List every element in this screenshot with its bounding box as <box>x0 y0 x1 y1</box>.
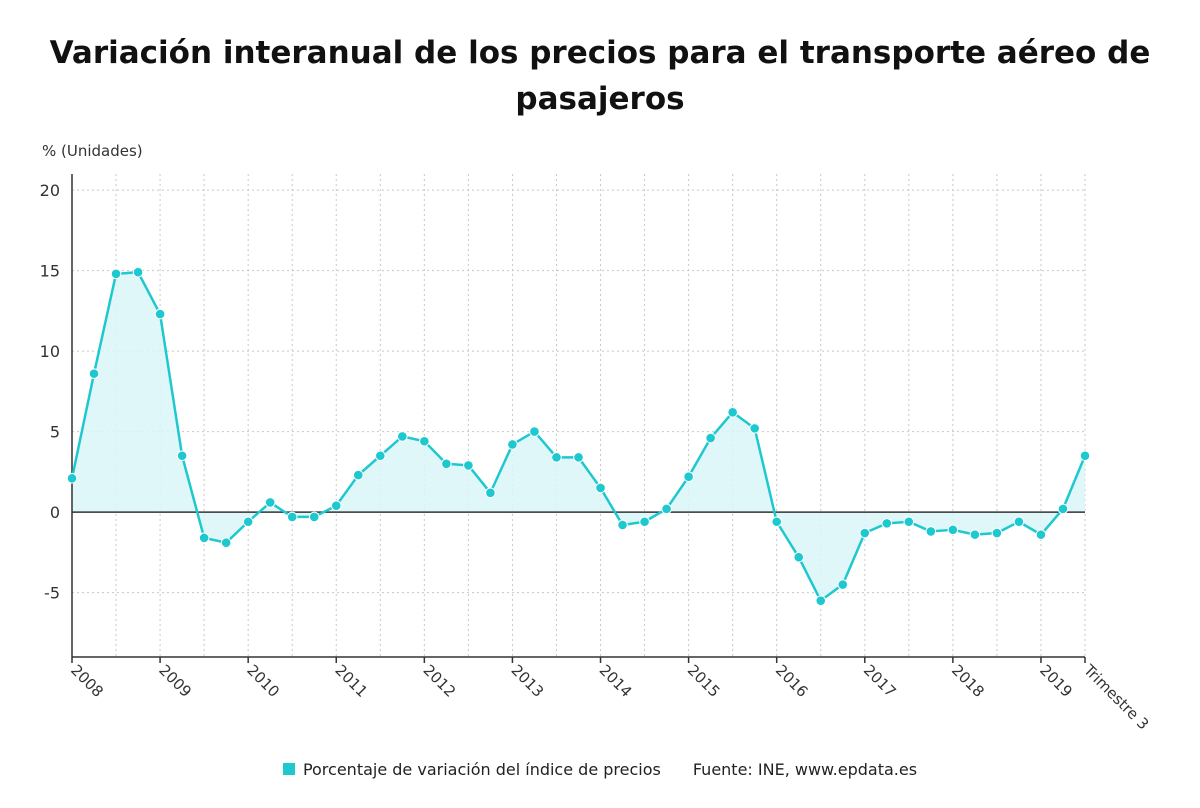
data-point <box>859 527 871 539</box>
data-point <box>683 471 694 482</box>
legend: Porcentaje de variación del índice de pr… <box>0 760 1200 779</box>
x-tick-label: 2010 <box>243 661 283 701</box>
data-point <box>441 458 452 470</box>
data-point <box>463 460 474 471</box>
x-tick-label: 2011 <box>331 661 371 701</box>
data-point <box>991 527 1003 539</box>
data-point <box>419 435 430 447</box>
data-point <box>749 423 760 434</box>
data-point <box>1035 529 1047 540</box>
data-point <box>88 368 100 379</box>
data-point <box>1057 503 1069 515</box>
data-point <box>110 268 122 280</box>
data-point <box>925 526 937 537</box>
data-point <box>727 406 738 418</box>
data-point <box>573 452 584 463</box>
data-point <box>242 516 254 528</box>
x-tick-label: Trimestre 3 <box>1079 660 1152 733</box>
y-tick-label: 0 <box>50 503 60 522</box>
x-tick-label: 2012 <box>420 661 460 701</box>
data-point <box>485 487 496 499</box>
data-point <box>198 532 210 544</box>
data-point <box>507 439 518 450</box>
x-tick-label: 2018 <box>948 661 988 701</box>
data-point <box>705 432 716 444</box>
data-point <box>793 551 805 563</box>
data-point <box>330 500 342 511</box>
data-point <box>1013 516 1025 528</box>
x-tick-label: 2014 <box>596 661 636 701</box>
data-point <box>771 516 782 528</box>
data-point <box>551 452 562 463</box>
data-point <box>264 497 276 508</box>
y-tick-label: 20 <box>40 181 60 200</box>
data-point <box>1079 450 1091 462</box>
data-point <box>286 511 298 523</box>
chart-title: Variación interanual de los precios para… <box>49 35 1151 117</box>
x-tick-label: 2016 <box>772 661 812 701</box>
data-point <box>352 469 364 481</box>
data-point <box>176 450 188 462</box>
source-label: Fuente: INE, www.epdata.es <box>692 760 918 779</box>
x-tick-label: 2017 <box>860 661 900 701</box>
y-tick-label: 5 <box>50 423 60 442</box>
legend-swatch <box>282 762 295 775</box>
y-tick-label: 15 <box>40 262 60 281</box>
data-point <box>132 266 144 278</box>
series-area <box>72 272 1085 601</box>
x-tick-label: 2009 <box>155 661 195 701</box>
data-point <box>639 516 650 528</box>
x-tick-label: 2013 <box>508 661 548 701</box>
data-point <box>969 529 981 540</box>
data-point <box>947 524 959 536</box>
y-axis-unit-label: % (Unidades) <box>42 142 143 160</box>
data-point <box>397 431 408 442</box>
y-tick-label: -5 <box>44 584 60 603</box>
x-tick-label: 2008 <box>67 661 107 701</box>
y-tick-label: 10 <box>40 342 60 361</box>
data-point <box>617 519 628 531</box>
data-point <box>661 503 672 515</box>
data-point <box>595 482 606 494</box>
data-point <box>881 518 893 529</box>
data-point <box>220 537 232 548</box>
data-point <box>903 516 915 528</box>
x-tick-label: 2015 <box>684 661 724 701</box>
data-point <box>375 450 386 462</box>
data-point <box>308 511 320 523</box>
data-point <box>529 426 540 437</box>
data-point <box>154 308 166 320</box>
data-point <box>66 472 78 484</box>
series-line <box>70 270 1087 602</box>
data-point <box>837 579 849 590</box>
x-tick-label: 2019 <box>1036 661 1076 701</box>
legend-series-label: Porcentaje de variación del índice de pr… <box>302 760 661 779</box>
data-point <box>815 595 827 606</box>
